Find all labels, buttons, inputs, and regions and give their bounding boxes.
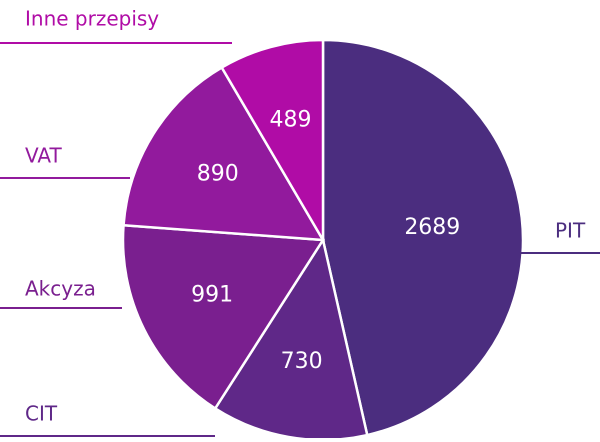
category-label: Inne przepisy (25, 7, 159, 31)
category-label: PIT (555, 219, 586, 243)
pie-slice (121, 223, 326, 411)
category-label: CIT (25, 402, 58, 426)
value-label: 991 (191, 282, 233, 307)
category-label: VAT (25, 144, 63, 168)
value-label: 489 (269, 107, 311, 132)
pie-slice (213, 236, 369, 442)
value-label: 730 (281, 349, 323, 374)
value-label: 890 (197, 161, 239, 186)
pie-slice (122, 65, 326, 242)
category-label: Akcyza (25, 277, 96, 301)
value-label: 2689 (404, 215, 460, 240)
pie-slice (321, 38, 525, 437)
pie-slice (220, 38, 325, 245)
